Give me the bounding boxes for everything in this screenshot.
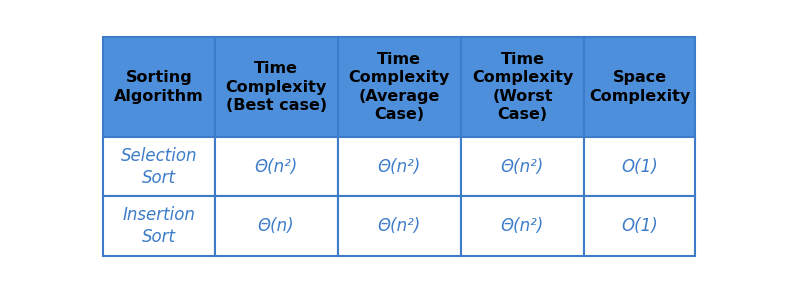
Bar xyxy=(584,137,695,197)
Bar xyxy=(584,37,695,137)
Text: Time
Complexity
(Best case): Time Complexity (Best case) xyxy=(225,61,327,113)
Text: Θ(n): Θ(n) xyxy=(258,217,295,235)
Text: Space
Complexity: Space Complexity xyxy=(589,70,690,104)
Bar xyxy=(461,137,584,197)
Text: Θ(n²): Θ(n²) xyxy=(377,217,421,235)
Bar xyxy=(338,137,461,197)
Bar xyxy=(338,197,461,256)
Bar xyxy=(214,197,338,256)
Bar xyxy=(584,197,695,256)
Text: Time
Complexity
(Worst
Case): Time Complexity (Worst Case) xyxy=(472,52,573,122)
Bar xyxy=(214,37,338,137)
Bar xyxy=(103,37,214,137)
Bar xyxy=(461,197,584,256)
Bar xyxy=(214,137,338,197)
Text: Θ(n²): Θ(n²) xyxy=(255,158,298,176)
Text: O(1): O(1) xyxy=(622,158,658,176)
Text: Θ(n²): Θ(n²) xyxy=(501,217,545,235)
Text: Time
Complexity
(Average
Case): Time Complexity (Average Case) xyxy=(349,52,450,122)
Text: Θ(n²): Θ(n²) xyxy=(377,158,421,176)
Bar xyxy=(103,137,214,197)
Text: O(1): O(1) xyxy=(622,217,658,235)
Text: Selection
Sort: Selection Sort xyxy=(121,147,197,187)
Text: Θ(n²): Θ(n²) xyxy=(501,158,545,176)
Bar xyxy=(338,37,461,137)
Bar xyxy=(461,37,584,137)
Text: Sorting
Algorithm: Sorting Algorithm xyxy=(114,70,204,104)
Bar xyxy=(103,197,214,256)
Text: Insertion
Sort: Insertion Sort xyxy=(123,206,195,246)
